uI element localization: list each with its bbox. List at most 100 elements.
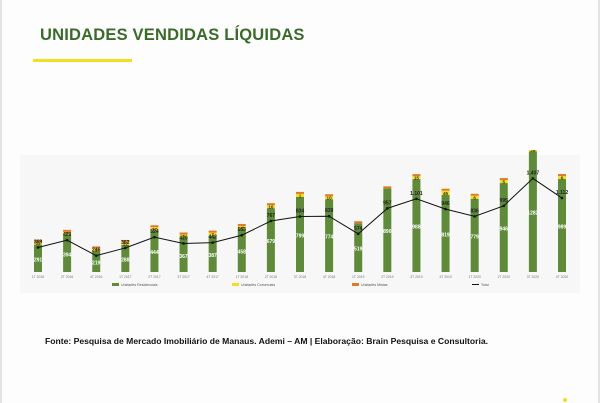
bar-residential xyxy=(325,199,334,272)
x-tick-label: 1T 2016 xyxy=(32,275,44,279)
bar-residential xyxy=(237,228,246,272)
label-residential: 291 xyxy=(34,257,43,263)
total-label: 834 xyxy=(296,209,305,215)
bar-mixed xyxy=(499,178,508,181)
bar-mixed xyxy=(266,203,275,206)
bar-commercial xyxy=(92,248,101,252)
total-label: 442 xyxy=(208,235,217,241)
total-label: 524 xyxy=(150,229,159,235)
bar-residential xyxy=(296,196,304,272)
page-edge-right xyxy=(598,0,600,403)
label-commercial: 10 xyxy=(327,196,333,201)
label-residential: 779 xyxy=(470,234,479,240)
label-residential: 890 xyxy=(383,229,392,235)
total-point xyxy=(327,214,331,218)
bar-mixed xyxy=(558,174,566,177)
x-tick-label: 3T 2018 xyxy=(294,275,306,279)
total-point xyxy=(124,246,127,250)
total-point xyxy=(386,207,389,210)
total-point xyxy=(240,233,244,237)
bar-commercial xyxy=(179,234,188,238)
total-label: 362 xyxy=(121,240,130,246)
x-tick-label: 3T 2019 xyxy=(410,275,422,279)
label-residential: 288 xyxy=(121,257,130,263)
total-point xyxy=(211,241,214,244)
label-commercial: 17 xyxy=(152,227,158,232)
legend-label: Unidades Residenciais xyxy=(121,283,158,287)
total-label: 836 xyxy=(470,208,479,214)
bar-commercial xyxy=(266,205,275,209)
label-commercial: 5 xyxy=(502,180,505,185)
bar-residential xyxy=(383,188,392,272)
label-residential: 1282 xyxy=(527,211,538,217)
label-residential: 799 xyxy=(296,233,305,239)
total-point xyxy=(560,196,564,200)
total-point xyxy=(65,238,69,242)
total-label: 1.101 xyxy=(410,191,423,197)
label-commercial: 11 xyxy=(36,241,41,246)
bar-mixed xyxy=(34,239,42,242)
x-tick-label: 4T 2016 xyxy=(90,275,102,279)
total-point xyxy=(356,232,360,236)
x-tick-label: 3T 2017 xyxy=(177,275,189,279)
label-residential: 367 xyxy=(179,254,188,260)
label-residential: 458 xyxy=(238,249,247,255)
bar-commercial xyxy=(412,176,421,180)
total-label: 839 xyxy=(325,208,334,214)
bar-mixed xyxy=(470,193,479,196)
legend-swatch xyxy=(232,283,239,286)
x-tick-label: 1T 2019 xyxy=(352,275,364,279)
bar-commercial xyxy=(441,190,450,196)
label-commercial: 6 xyxy=(473,195,476,200)
bar-mixed xyxy=(237,223,246,226)
total-label: 479 xyxy=(63,232,72,238)
x-tick-label: 1T 2017 xyxy=(119,275,131,279)
label-commercial: 16 xyxy=(268,205,274,210)
label-commercial: 15 xyxy=(414,176,420,181)
label-commercial: 26 xyxy=(530,150,536,153)
legend-swatch xyxy=(112,283,119,286)
total-point xyxy=(531,177,535,180)
total-label: 767 xyxy=(267,213,276,219)
bar-residential xyxy=(179,237,188,272)
bar-mixed xyxy=(208,230,217,233)
total-label: 995 xyxy=(500,198,509,204)
bar-residential xyxy=(558,179,566,272)
bar-residential xyxy=(63,234,72,272)
label-commercial: 6 xyxy=(561,176,564,181)
x-tick-label: 4T 2020 xyxy=(556,275,568,279)
label-commercial: 12 xyxy=(123,241,129,246)
page-edge-left xyxy=(0,0,2,403)
bar-commercial xyxy=(470,195,479,199)
total-label: 957 xyxy=(383,200,392,206)
bar-commercial xyxy=(208,232,217,236)
legend-label: Total xyxy=(481,283,489,287)
x-tick-label: 2T 2016 xyxy=(61,275,73,279)
bar-commercial xyxy=(34,241,42,245)
total-point xyxy=(182,242,185,245)
bar-residential xyxy=(92,251,101,272)
total-label: 369 xyxy=(34,239,43,245)
bar-mixed xyxy=(92,246,101,249)
label-residential: 946 xyxy=(500,227,509,233)
label-residential: 387 xyxy=(208,253,217,259)
x-tick-label: 1T 2018 xyxy=(236,275,248,279)
x-tick-label: 4T 2019 xyxy=(439,275,451,279)
bar-residential xyxy=(34,244,42,272)
corner-mark xyxy=(563,398,567,402)
bar-commercial xyxy=(63,231,72,235)
bar-residential xyxy=(354,223,363,272)
bar-commercial xyxy=(558,176,566,180)
label-residential: 988 xyxy=(412,225,421,231)
bar-mixed xyxy=(354,221,363,224)
label-commercial: -4 xyxy=(240,225,245,230)
label-commercial: 46 xyxy=(443,191,449,196)
total-point xyxy=(153,235,156,239)
bar-residential xyxy=(499,183,508,272)
legend-swatch xyxy=(352,283,359,286)
bar-mixed xyxy=(179,232,188,235)
label-residential: 819 xyxy=(441,233,450,239)
total-point xyxy=(298,215,302,218)
bar-residential xyxy=(121,244,130,272)
total-point xyxy=(444,207,447,211)
